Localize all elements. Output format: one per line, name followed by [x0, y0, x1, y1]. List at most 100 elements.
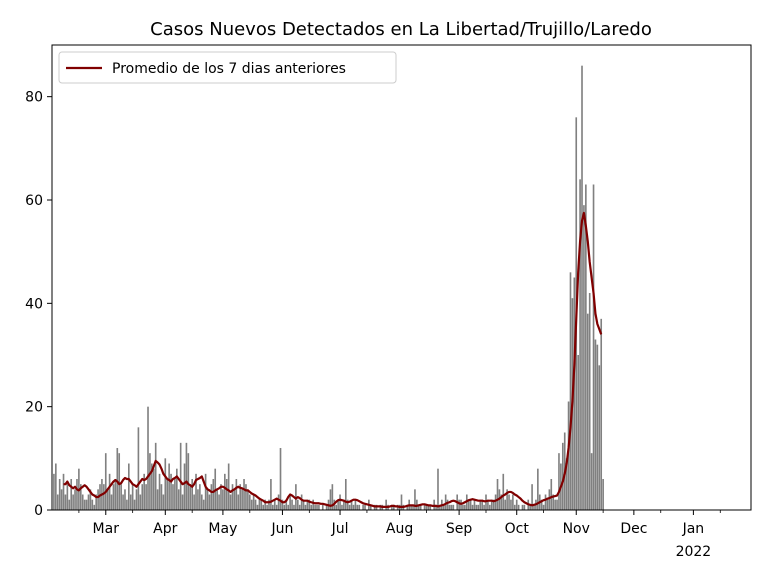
bar	[487, 499, 489, 510]
bar	[68, 499, 71, 510]
x-tick-label: Nov	[563, 521, 590, 537]
bar	[202, 499, 205, 510]
bar	[122, 494, 124, 510]
bar	[104, 453, 107, 510]
bar	[517, 504, 520, 510]
bar	[120, 484, 122, 510]
bar	[540, 499, 543, 510]
bar-series	[53, 65, 604, 511]
bar	[187, 453, 190, 510]
bar	[172, 484, 174, 510]
bar	[513, 504, 516, 510]
bar	[452, 504, 455, 510]
bar	[114, 479, 117, 510]
bar	[490, 499, 493, 510]
bar	[231, 484, 234, 510]
bar	[139, 494, 142, 510]
bar	[126, 499, 128, 510]
bar	[592, 184, 595, 510]
bar	[289, 494, 291, 510]
bar	[248, 494, 251, 510]
bar	[393, 504, 395, 510]
bar	[143, 473, 145, 510]
x-tick-sublabel: 2022	[676, 544, 712, 560]
bar	[272, 504, 274, 510]
bar	[164, 458, 167, 510]
bar	[492, 499, 495, 510]
bar	[594, 339, 597, 510]
bar	[350, 499, 353, 510]
bar	[316, 504, 318, 510]
bar	[556, 499, 558, 510]
bar	[446, 499, 449, 510]
bar	[245, 484, 247, 510]
bar	[510, 499, 512, 510]
bar	[425, 504, 428, 510]
bar	[160, 484, 163, 510]
bar	[193, 494, 195, 510]
bar	[91, 499, 94, 510]
bar	[419, 504, 422, 510]
bar	[264, 499, 266, 510]
bar	[181, 494, 184, 510]
bar	[475, 504, 478, 510]
bar	[573, 277, 576, 510]
bar	[304, 504, 307, 510]
bar	[85, 499, 88, 510]
bar	[145, 484, 147, 510]
x-tick-label: Mar	[93, 521, 120, 537]
bar	[423, 504, 426, 510]
bar	[354, 499, 357, 510]
bar	[197, 489, 199, 510]
bar	[417, 504, 420, 510]
bar	[439, 504, 441, 510]
y-tick-label: 40	[25, 296, 43, 312]
bar	[220, 484, 222, 510]
bar	[56, 494, 59, 510]
bar	[287, 504, 290, 510]
bar	[270, 479, 272, 510]
bar	[273, 499, 276, 510]
bar	[602, 479, 604, 510]
bar	[154, 442, 157, 510]
bar	[302, 499, 305, 510]
bar	[204, 473, 207, 510]
bar	[298, 504, 301, 510]
bar	[166, 479, 169, 510]
x-tick-label: Apr	[153, 521, 177, 537]
bar	[364, 504, 366, 510]
bar	[225, 479, 228, 510]
bar	[531, 484, 533, 510]
bar	[521, 504, 524, 510]
bar	[179, 442, 182, 510]
bar	[79, 484, 82, 510]
x-tick-label: Aug	[386, 521, 413, 537]
bar	[585, 184, 587, 510]
bar	[189, 484, 192, 510]
bar	[548, 489, 551, 510]
y-tick-label: 80	[25, 90, 43, 106]
bar	[268, 499, 270, 510]
bar	[170, 473, 172, 510]
bar	[72, 494, 74, 510]
bar	[312, 499, 314, 510]
bar	[151, 463, 153, 510]
bar	[579, 179, 581, 510]
bar	[103, 484, 105, 510]
bar	[112, 484, 115, 510]
bar	[210, 484, 213, 510]
bar	[565, 458, 568, 510]
plot-frame	[51, 44, 752, 511]
bar	[243, 479, 245, 510]
bar	[542, 504, 545, 510]
x-tick-label: Jun	[271, 521, 294, 537]
x-tick-label: Jul	[331, 521, 349, 537]
bar	[156, 489, 159, 510]
bar	[479, 499, 482, 510]
chart-title: Casos Nuevos Detectados en La Libertad/T…	[150, 19, 652, 40]
bar	[502, 473, 505, 510]
bar	[569, 272, 572, 510]
bar	[464, 504, 466, 510]
bar	[224, 473, 226, 510]
bar	[152, 468, 155, 510]
